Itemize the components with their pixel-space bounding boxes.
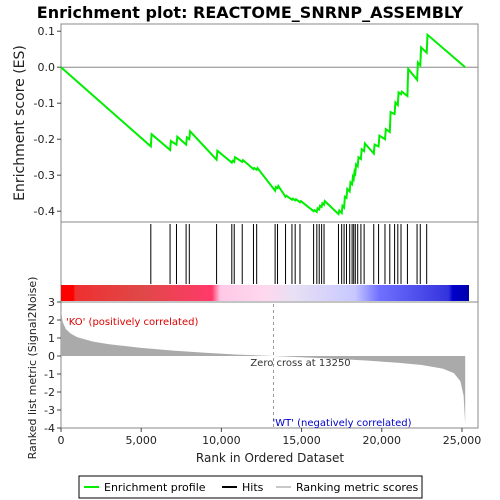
legend-box: [78, 475, 423, 499]
enrichment-profile-line: [60, 32, 466, 217]
es-y-label: Enrichment score (ES): [12, 45, 28, 201]
metric-x-label: Rank in Ordered Dataset: [196, 451, 344, 465]
metric-y-ticks: 3 2 1 0 -1 -2 -3 -4: [44, 296, 61, 435]
es-y-tick-label: -0.4: [34, 205, 55, 218]
es-panel: 0.1 0.0 -0.1 -0.2 -0.3 -0.4 Enrichment score …: [12, 23, 479, 223]
metric-y-tick-label: 0: [48, 350, 55, 363]
legend-hits-label: Hits: [242, 481, 264, 494]
metric-y-tick-label: 1: [48, 332, 55, 345]
metric-x-tick-label: 20,000: [363, 434, 402, 447]
metric-x-ticks: 0 5,000 10,000 15,000 20,000 25,000: [58, 428, 482, 447]
positive-label: 'KO' (positively correlated): [66, 317, 198, 328]
metric-x-tick-label: 10,000: [202, 434, 241, 447]
metric-plot-area: [60, 301, 479, 429]
metric-x-tick-label: 15,000: [282, 434, 321, 447]
metric-y-tick-label: -4: [44, 422, 55, 435]
metric-y-tick-label: -2: [44, 386, 55, 399]
es-plot-area: [60, 23, 479, 223]
es-y-tick-label: 0.1: [38, 25, 56, 38]
metric-y-tick-label: 3: [48, 296, 55, 309]
zero-cross-label: Zero cross at 13250: [250, 358, 350, 369]
metric-y-tick-label: -1: [44, 368, 55, 381]
hit-markers: [150, 224, 428, 284]
metric-x-tick-label: 0: [58, 434, 65, 447]
metric-x-tick-label: 25,000: [443, 434, 482, 447]
legend-profile-label: Enrichment profile: [104, 481, 206, 494]
legend: Enrichment profile Hits Ranking metric s…: [78, 475, 423, 499]
es-y-tick-label: -0.2: [34, 133, 55, 146]
legend-metric-label: Ranking metric scores: [296, 481, 418, 494]
es-y-tick-label: -0.1: [34, 97, 55, 110]
hits-panel: [60, 221, 479, 303]
rank-color-bar: [61, 285, 469, 301]
metric-panel: Zero cross at 13250 'KO' (positively cor…: [26, 277, 481, 465]
es-y-ticks: 0.1 0.0 -0.1 -0.2 -0.3 -0.4: [34, 25, 61, 218]
es-y-tick-label: -0.3: [34, 169, 55, 182]
metric-y-tick-label: -3: [44, 404, 55, 417]
metric-y-label: Ranked list metric (Signal2Noise): [26, 277, 39, 460]
negative-label: 'WT' (negatively correlated): [272, 418, 411, 429]
chart-title: Enrichment plot: REACTOME_SNRNP_ASSEMBLY: [37, 3, 464, 22]
es-y-tick-label: 0.0: [38, 61, 56, 74]
metric-y-tick-label: 2: [48, 314, 55, 327]
metric-x-tick-label: 5,000: [125, 434, 157, 447]
